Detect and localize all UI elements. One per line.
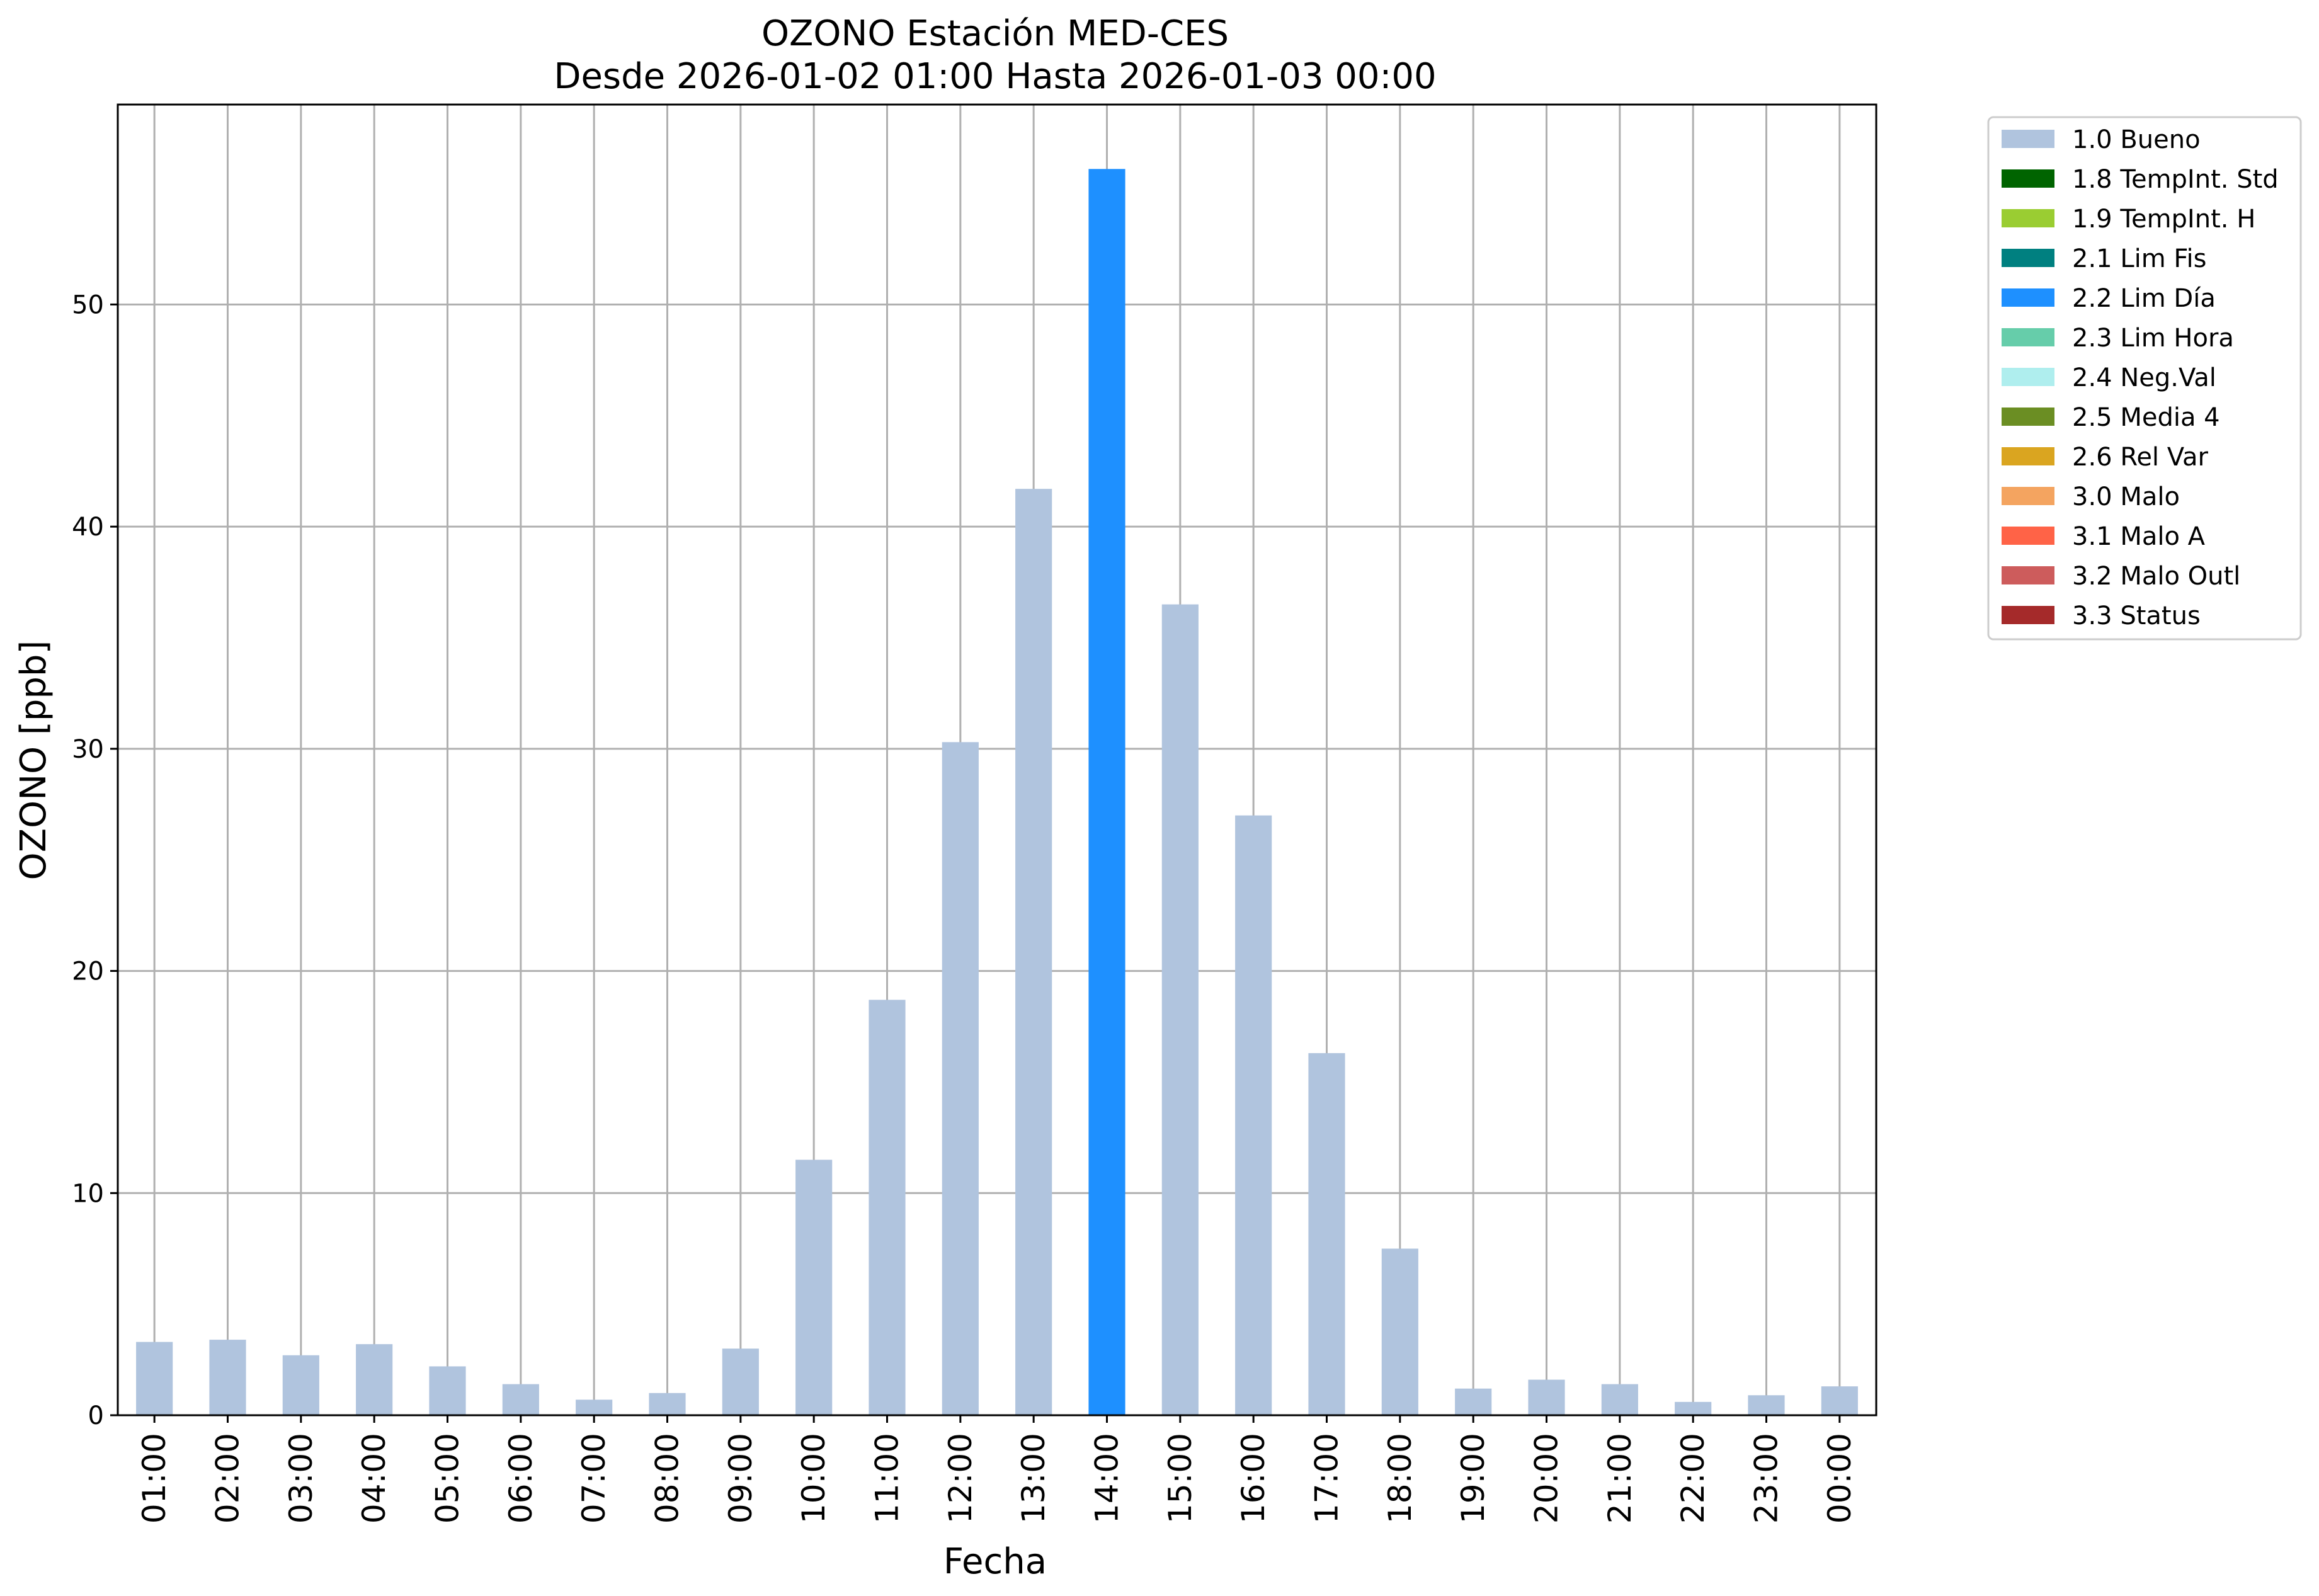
y-axis-label: OZONO [ppb] bbox=[13, 641, 54, 881]
legend: 1.0 Bueno 1.8 TempInt. Std 1.9 TempInt. H 2… bbox=[1987, 116, 2302, 641]
x-tick-label: 06:00 bbox=[503, 1433, 539, 1524]
x-tick-label: 12:00 bbox=[942, 1433, 979, 1524]
bar-2300 bbox=[1748, 1395, 1785, 1415]
bar-1500 bbox=[1161, 604, 1199, 1415]
x-tick-label: 15:00 bbox=[1162, 1433, 1199, 1524]
legend-label: 3.0 Malo bbox=[2072, 482, 2180, 511]
legend-swatch bbox=[2002, 566, 2054, 584]
legend-swatch bbox=[2002, 408, 2054, 426]
x-tick-label: 02:00 bbox=[210, 1433, 246, 1524]
chart-subtitle: Desde 2026-01-02 01:00 Hasta 2026-01-03 … bbox=[554, 56, 1436, 97]
legend-label: 2.3 Lim Hora bbox=[2072, 324, 2234, 353]
legend-label: 2.1 Lim Fis bbox=[2072, 244, 2206, 273]
legend-frame bbox=[1987, 116, 2302, 641]
legend-label: 3.3 Status bbox=[2072, 601, 2201, 630]
legend-label: 2.4 Neg.Val bbox=[2072, 363, 2216, 392]
x-tick-label: 18:00 bbox=[1382, 1433, 1418, 1524]
legend-label: 2.6 Rel Var bbox=[2072, 443, 2209, 472]
x-tick-label: 13:00 bbox=[1015, 1433, 1052, 1524]
legend-swatch bbox=[2002, 527, 2054, 545]
bars bbox=[136, 169, 1858, 1416]
y-tick-label: 10 bbox=[72, 1179, 104, 1208]
bar-0000 bbox=[1821, 1386, 1858, 1415]
bar-0500 bbox=[429, 1366, 466, 1415]
bar-1200 bbox=[942, 742, 979, 1415]
grid-lines bbox=[118, 105, 1876, 1416]
legend-label: 3.1 Malo A bbox=[2072, 522, 2206, 551]
x-tick-label: 05:00 bbox=[430, 1433, 466, 1524]
legend-label: 1.8 TempInt. Std bbox=[2072, 165, 2279, 194]
x-tick-label: 14:00 bbox=[1089, 1433, 1125, 1524]
bar-1700 bbox=[1308, 1053, 1345, 1415]
x-tick-label: 09:00 bbox=[722, 1433, 759, 1524]
x-tick-label: 20:00 bbox=[1529, 1433, 1565, 1524]
x-axis-label: Fecha bbox=[943, 1541, 1047, 1582]
legend-swatch bbox=[2002, 447, 2054, 465]
bar-2100 bbox=[1601, 1384, 1638, 1415]
x-tick-label: 03:00 bbox=[283, 1433, 319, 1524]
bar-0700 bbox=[576, 1399, 613, 1415]
bar-0900 bbox=[722, 1348, 759, 1415]
x-tick-label: 19:00 bbox=[1455, 1433, 1491, 1524]
legend-swatch bbox=[2002, 328, 2054, 346]
x-tick-label: 11:00 bbox=[869, 1433, 906, 1524]
x-tick-label: 07:00 bbox=[576, 1433, 612, 1524]
x-tick-label: 01:00 bbox=[136, 1433, 173, 1524]
legend-label: 2.5 Media 4 bbox=[2072, 403, 2220, 432]
y-tick-label: 30 bbox=[72, 735, 104, 764]
bar-0400 bbox=[356, 1344, 393, 1415]
y-tick-label: 20 bbox=[72, 957, 104, 986]
bar-1000 bbox=[795, 1160, 833, 1415]
bar-1300 bbox=[1015, 489, 1052, 1415]
bar-1800 bbox=[1381, 1248, 1418, 1415]
legend-swatch bbox=[2002, 487, 2054, 505]
x-tick-label: 08:00 bbox=[649, 1433, 686, 1524]
bar-1400 bbox=[1088, 169, 1125, 1416]
bar-0600 bbox=[502, 1384, 539, 1415]
legend-swatch bbox=[2002, 249, 2054, 267]
x-tick-label: 21:00 bbox=[1602, 1433, 1638, 1524]
legend-swatch bbox=[2002, 606, 2054, 624]
x-tick-label: 23:00 bbox=[1748, 1433, 1785, 1524]
chart-title: OZONO Estación MED-CES bbox=[761, 13, 1229, 54]
x-tick-label: 22:00 bbox=[1675, 1433, 1711, 1524]
x-tick-label: 17:00 bbox=[1309, 1433, 1345, 1524]
x-tick-label: 16:00 bbox=[1235, 1433, 1272, 1524]
y-tick-label: 50 bbox=[72, 290, 104, 319]
x-tick-label: 04:00 bbox=[356, 1433, 392, 1524]
bar-0200 bbox=[209, 1340, 246, 1415]
bar-0800 bbox=[649, 1393, 686, 1415]
legend-label: 1.0 Bueno bbox=[2072, 125, 2201, 154]
bar-1100 bbox=[869, 1000, 906, 1415]
y-tick-label: 0 bbox=[88, 1401, 104, 1430]
x-tick-label: 10:00 bbox=[795, 1433, 832, 1524]
y-axis-ticks: 0 10 20 30 40 50 bbox=[72, 290, 118, 1430]
bar-2000 bbox=[1528, 1379, 1565, 1415]
bar-1900 bbox=[1455, 1388, 1492, 1415]
legend-swatch bbox=[2002, 288, 2054, 307]
x-tick-label: 00:00 bbox=[1821, 1433, 1858, 1524]
legend-label: 2.2 Lim Día bbox=[2072, 284, 2216, 313]
legend-swatch bbox=[2002, 169, 2054, 188]
plot-area-frame bbox=[117, 103, 1877, 1416]
bar-0300 bbox=[282, 1355, 319, 1415]
legend-swatch bbox=[2002, 368, 2054, 386]
y-tick-label: 40 bbox=[72, 513, 104, 542]
legend-swatch bbox=[2002, 209, 2054, 227]
bar-0100 bbox=[136, 1342, 173, 1415]
bar-1600 bbox=[1235, 815, 1272, 1415]
legend-swatch bbox=[2002, 130, 2054, 148]
x-axis-ticks: 01:00 02:00 03:00 04:00 05:00 06:00 07:00 08:00… bbox=[136, 1415, 1858, 1524]
legend-label: 1.9 TempInt. H bbox=[2072, 205, 2255, 234]
legend-label: 3.2 Malo Outl bbox=[2072, 562, 2240, 591]
bar-2200 bbox=[1675, 1401, 1712, 1415]
